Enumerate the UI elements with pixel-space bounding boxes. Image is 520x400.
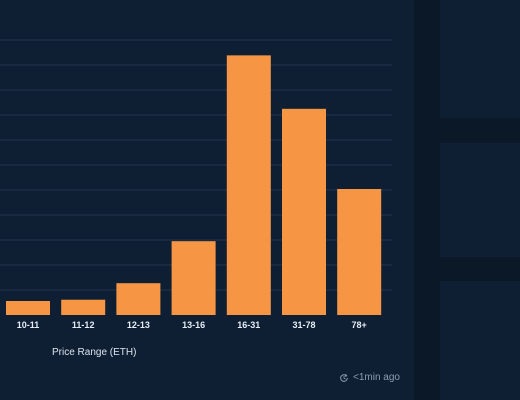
side-panel-top <box>440 0 520 118</box>
bar-11-12[interactable] <box>61 299 106 315</box>
updated-text: <1min ago <box>353 372 400 383</box>
bar-78+[interactable] <box>337 189 382 315</box>
last-updated: <1min ago <box>339 372 400 383</box>
bar-31-78[interactable] <box>282 108 326 316</box>
bars <box>6 55 382 316</box>
x-tick-11-12: 11-12 <box>72 320 95 330</box>
refresh-clock-icon <box>340 373 348 382</box>
x-tick-78+: 78+ <box>352 320 367 330</box>
bar-10-11[interactable] <box>6 301 50 315</box>
bar-12-13[interactable] <box>116 283 161 315</box>
x-tick-labels: 10-11 11-12 12-13 13-16 16-31 31-78 78+ <box>17 320 367 330</box>
side-panel-middle <box>440 143 520 257</box>
x-tick-12-13: 12-13 <box>127 320 150 330</box>
x-tick-10-11: 10-11 <box>17 320 40 330</box>
bar-16-31[interactable] <box>226 55 271 315</box>
x-tick-13-16: 13-16 <box>182 320 205 330</box>
x-tick-16-31: 16-31 <box>237 320 260 330</box>
bar-13-16[interactable] <box>171 241 216 315</box>
bar-chart: 10-11 11-12 12-13 13-16 16-31 31-78 78+ <box>0 39 392 330</box>
x-tick-31-78: 31-78 <box>292 320 315 330</box>
side-panel-bottom <box>440 281 520 400</box>
x-axis-label: Price Range (ETH) <box>52 347 137 358</box>
